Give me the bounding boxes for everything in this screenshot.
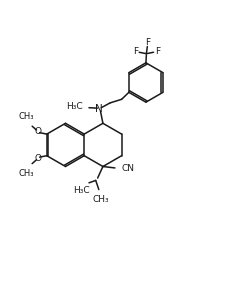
Text: CH₃: CH₃ — [93, 195, 110, 204]
Text: O: O — [34, 127, 41, 136]
Text: CN: CN — [121, 164, 134, 173]
Text: N: N — [95, 104, 103, 114]
Text: F: F — [133, 46, 138, 56]
Text: O: O — [34, 154, 41, 163]
Text: H₃C: H₃C — [73, 186, 90, 196]
Text: F: F — [145, 38, 150, 47]
Text: F: F — [155, 46, 160, 56]
Text: CH₃: CH₃ — [19, 169, 34, 178]
Text: CH₃: CH₃ — [19, 112, 34, 121]
Text: H₃C: H₃C — [66, 103, 82, 111]
